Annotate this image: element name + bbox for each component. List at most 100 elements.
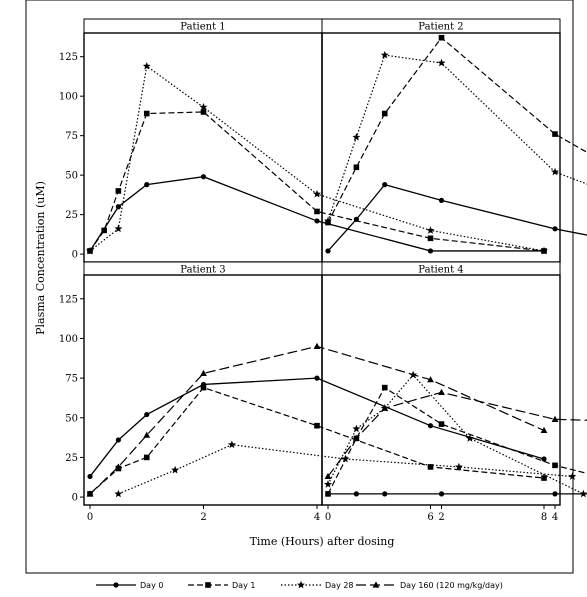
x-tick-label: 2 — [438, 512, 444, 523]
data-point — [86, 490, 94, 497]
legend-entry-4: Day 160 (120 mg/kg/day) — [356, 581, 503, 590]
data-point — [324, 480, 332, 488]
data-point — [427, 248, 434, 254]
data-point — [540, 426, 548, 434]
data-point — [438, 197, 445, 204]
data-point — [171, 465, 180, 474]
data-point — [427, 235, 434, 242]
legend-marker — [205, 582, 211, 588]
legend-label: Day 28 — [325, 581, 354, 590]
data-point — [381, 404, 389, 411]
data-point — [552, 131, 558, 137]
panel-title: Patient 4 — [418, 265, 463, 276]
legend-marker — [372, 581, 380, 588]
data-point — [454, 462, 463, 471]
data-point — [541, 475, 547, 481]
data-point — [552, 226, 558, 232]
x-tick-label: 4 — [314, 512, 320, 523]
data-point — [314, 375, 320, 381]
series-day-28 — [114, 440, 577, 498]
legend-marker — [297, 580, 305, 589]
data-point — [143, 454, 150, 461]
series-day-0 — [325, 491, 587, 497]
y-tick-label: 125 — [59, 294, 78, 305]
legend-marker — [113, 582, 119, 588]
data-point — [115, 437, 121, 443]
legend-entry-1: Day 0 — [96, 581, 163, 590]
series-line — [118, 444, 573, 495]
data-point — [325, 248, 331, 254]
panel-3: Patient 3 — [83, 261, 577, 506]
y-tick-label: 75 — [65, 374, 78, 385]
x-tick-label: 8 — [541, 512, 547, 523]
data-point — [101, 227, 107, 234]
y-tick-label: 0 — [72, 250, 78, 261]
data-point — [200, 174, 207, 180]
legend-label: Day 0 — [140, 581, 163, 590]
data-point — [426, 226, 435, 234]
data-point — [144, 411, 150, 418]
x-axis-title: Time (Hours) after dosing — [250, 535, 395, 548]
series-day-0 — [325, 182, 587, 254]
data-point — [427, 464, 434, 470]
x-tick-label: 0 — [325, 512, 331, 523]
data-point — [114, 489, 123, 498]
legend-entry-2: Day 1 — [188, 581, 255, 590]
data-point — [314, 208, 320, 215]
y-tick-label: 50 — [65, 413, 78, 424]
data-point — [199, 103, 208, 111]
series-day-1 — [87, 109, 547, 254]
data-point — [313, 342, 321, 349]
data-point — [427, 423, 434, 429]
series-line — [327, 386, 587, 495]
data-point — [142, 61, 151, 70]
panel-4: Patient 4 — [321, 261, 587, 506]
legend-label: Day 1 — [232, 581, 255, 590]
data-point — [552, 491, 558, 497]
data-point — [438, 491, 445, 497]
x-tick-label: 4 — [552, 512, 558, 523]
y-tick-label: 125 — [59, 52, 78, 63]
data-point — [427, 376, 434, 383]
y-axis-title: Plasma Concentration (uM) — [34, 181, 47, 335]
data-point — [438, 388, 445, 395]
legend-entry-3: Day 28 — [281, 580, 354, 590]
series-line — [89, 111, 545, 252]
data-point — [115, 204, 121, 210]
y-tick-label: 100 — [59, 92, 78, 103]
y-tick-label: 25 — [65, 453, 78, 464]
series-line — [327, 391, 587, 477]
data-point — [352, 133, 361, 141]
series-day-160 — [86, 342, 548, 497]
series-day-0 — [87, 174, 547, 254]
data-point — [86, 246, 94, 255]
data-point — [114, 224, 123, 233]
x-tick-label: 0 — [87, 512, 93, 523]
data-point — [381, 110, 388, 117]
legend: Day 0 Day 1 Day 28 Day 160 (120 mg/kg/day) — [96, 580, 503, 590]
data-point — [381, 384, 388, 391]
series-line — [327, 374, 587, 495]
data-point — [314, 218, 320, 224]
series-day-28 — [324, 370, 587, 498]
data-point — [540, 246, 548, 255]
data-point — [380, 50, 389, 59]
data-point — [382, 182, 388, 188]
panels-group: Patient 1 Patient 2 Patient 3 Patient 4 — [83, 18, 587, 506]
panel-title: Patient 1 — [180, 22, 225, 33]
data-point — [114, 463, 122, 470]
data-point — [352, 434, 360, 441]
data-point — [353, 216, 359, 222]
series-day-28 — [324, 50, 587, 225]
data-point — [313, 189, 321, 198]
y-tick-label: 50 — [65, 171, 78, 182]
series-day-1 — [325, 34, 587, 226]
data-point — [552, 462, 558, 469]
data-point — [568, 472, 577, 480]
data-point — [87, 473, 93, 480]
axes-group: 025507510012502550751001250246802468 — [59, 52, 558, 523]
panel-plot-area — [321, 32, 561, 263]
series-line — [327, 36, 587, 223]
panel-1: Patient 1 — [83, 18, 548, 263]
